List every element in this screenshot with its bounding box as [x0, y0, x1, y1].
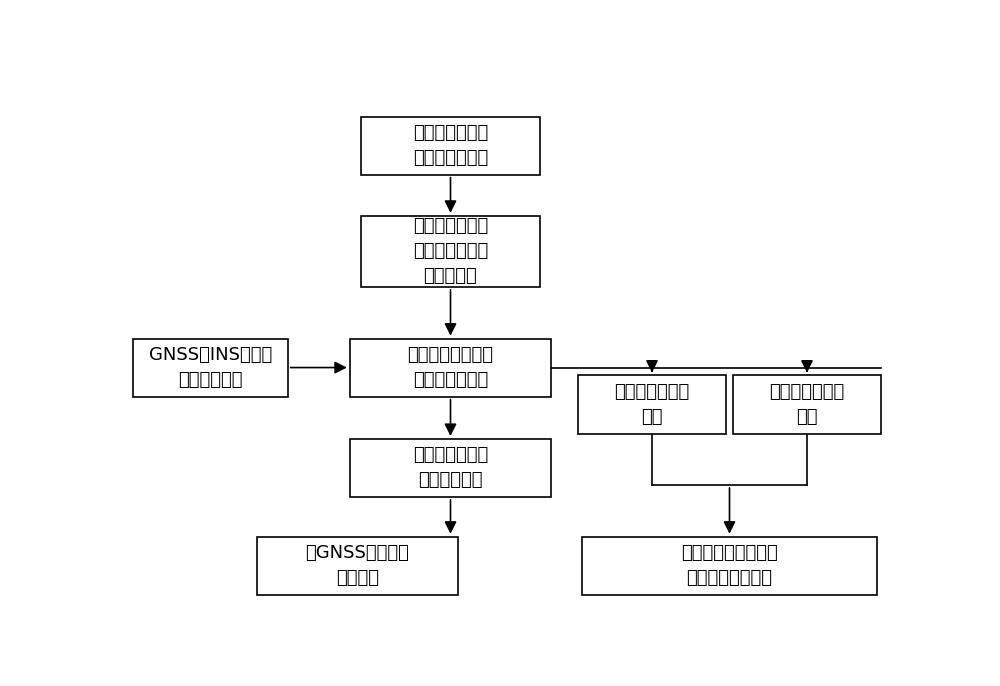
Text: 生成道路标线概
率图: 生成道路标线概 率图 [769, 383, 845, 426]
Bar [578, 375, 726, 434]
Bar [361, 117, 540, 175]
Text: GNSS和INS得到有
误差的定位点: GNSS和INS得到有 误差的定位点 [149, 346, 272, 389]
Bar [133, 338, 288, 397]
Bar [733, 375, 881, 434]
Text: 推算当前车俩实
际物理定位点: 推算当前车俩实 际物理定位点 [413, 447, 488, 489]
Bar [257, 536, 458, 595]
Bar [361, 215, 540, 287]
Bar [582, 536, 877, 595]
Bar [350, 338, 551, 397]
Bar [350, 439, 551, 497]
Text: 信息融合生成或更新
全局道路标线地图: 信息融合生成或更新 全局道路标线地图 [681, 544, 778, 587]
Text: 搜索道路标线地图
获取最大匹配点: 搜索道路标线地图 获取最大匹配点 [408, 346, 494, 389]
Text: 道路标线二值图
拼接: 道路标线二值图 拼接 [614, 383, 690, 426]
Text: 图像分割及二值
化得到当前道路
标线二值图: 图像分割及二值 化得到当前道路 标线二值图 [413, 217, 488, 285]
Text: 实时采集图像并
进行逆透视变换: 实时采集图像并 进行逆透视变换 [413, 124, 488, 167]
Text: 对GNSS系统进行
重新校正: 对GNSS系统进行 重新校正 [306, 544, 409, 587]
